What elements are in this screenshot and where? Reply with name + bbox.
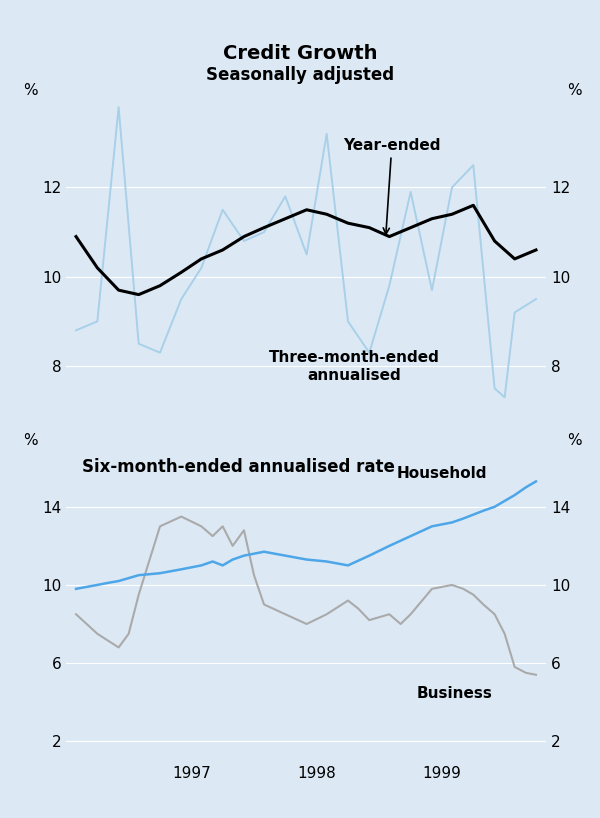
Text: Business: Business (416, 686, 493, 701)
Text: %: % (568, 434, 582, 448)
Text: Seasonally adjusted: Seasonally adjusted (206, 66, 394, 84)
Text: %: % (23, 434, 37, 448)
Text: Year-ended: Year-ended (343, 137, 440, 234)
Text: Three-month-ended
annualised: Three-month-ended annualised (269, 350, 440, 383)
Text: %: % (23, 83, 37, 98)
Text: Household: Household (397, 465, 487, 480)
Text: Credit Growth: Credit Growth (223, 43, 377, 63)
Text: Six-month-ended annualised rate: Six-month-ended annualised rate (82, 457, 395, 475)
Text: %: % (568, 83, 582, 98)
